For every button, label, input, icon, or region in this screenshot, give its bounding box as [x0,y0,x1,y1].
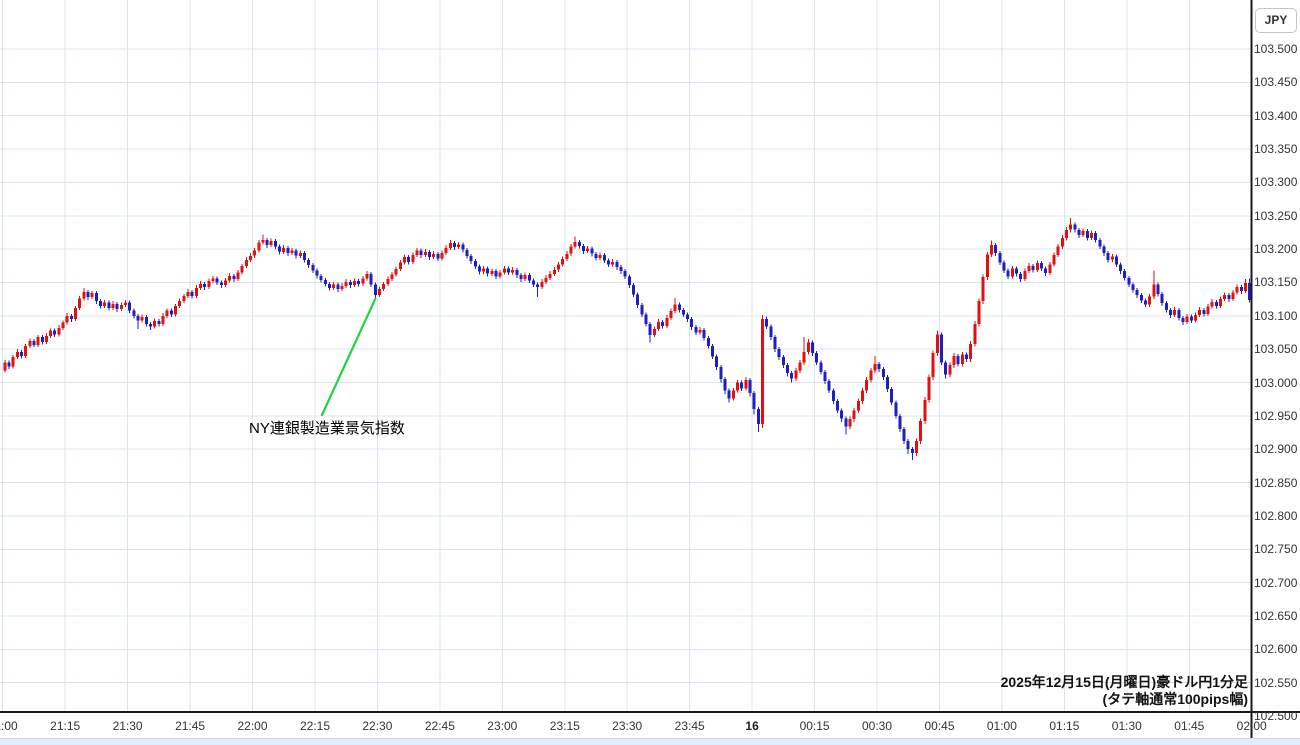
quote-currency-button[interactable]: JPY [1255,8,1297,33]
chart-date-line: 2025年12月15日(月曜日)豪ドル円1分足 [1000,674,1248,690]
bottom-scroll-strip[interactable] [0,738,1300,745]
chart-footer-note: 2025年12月15日(月曜日)豪ドル円1分足 (タテ軸通常100pips幅) [1001,674,1248,708]
annotation-pointer-line [320,297,377,417]
chart-scale-note: (タテ軸通常100pips幅) [1102,691,1248,707]
event-annotation-label: NY連銀製造業景気指数 [249,420,405,437]
